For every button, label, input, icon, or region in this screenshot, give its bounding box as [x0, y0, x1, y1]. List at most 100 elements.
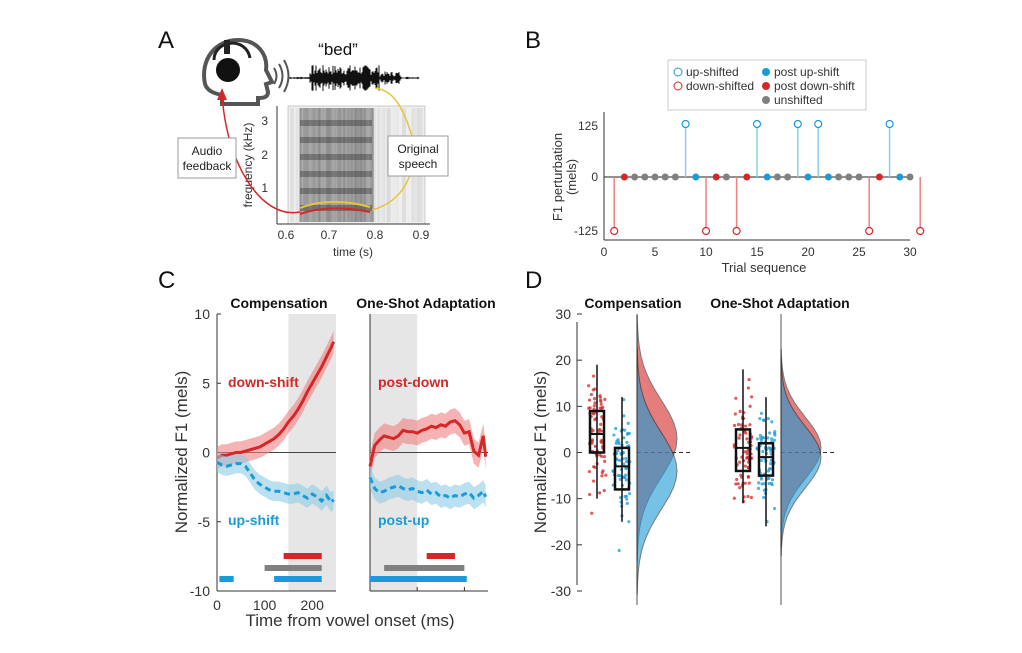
d-data-point — [592, 412, 596, 416]
legend-marker-post-up-shift — [762, 68, 770, 76]
d-data-point — [599, 429, 603, 433]
d-data-point — [599, 399, 603, 404]
spectrogram-column — [369, 108, 372, 222]
spectrogram-column — [385, 108, 387, 222]
trial-marker-postup — [824, 173, 832, 181]
d-title-compensation: Compensation — [584, 295, 681, 311]
spectrogram-column — [356, 108, 359, 222]
spectrogram-column — [305, 108, 308, 222]
spectrogram-column — [377, 108, 380, 222]
d-data-point — [602, 488, 606, 493]
d-box — [613, 446, 631, 491]
d-data-point — [591, 479, 596, 483]
trial-marker-up — [681, 119, 690, 129]
d-data-point — [587, 384, 591, 388]
d-box — [757, 442, 775, 477]
spectrogram-column — [307, 108, 310, 222]
spectrogram-column — [343, 108, 346, 222]
spectrogram-column — [333, 108, 336, 222]
d-data-point — [748, 404, 752, 408]
d-data-point — [737, 436, 741, 440]
trial-marker-un — [845, 173, 853, 181]
trial-marker-up — [793, 119, 802, 129]
d-data-point — [750, 395, 754, 399]
c-title-adaptation: One-Shot Adaptation — [356, 295, 495, 311]
trial-marker-down — [732, 226, 741, 236]
c-xtick: 200 — [301, 597, 325, 613]
d-data-point — [624, 456, 628, 461]
d-distribution — [780, 358, 822, 557]
sound-waves-icon — [273, 59, 290, 93]
d-data-point — [622, 414, 626, 418]
c-xtick: 100 — [253, 597, 277, 613]
trial-marker-un — [631, 173, 639, 181]
c-ytick: -5 — [198, 514, 211, 530]
a-xlabel: time (s) — [333, 245, 373, 259]
audio-feedback-box — [177, 137, 237, 179]
trial-marker-postup — [804, 173, 812, 181]
d-data-point — [769, 462, 773, 466]
spectrogram-column — [326, 108, 329, 222]
spectrogram-column — [373, 108, 376, 222]
c-line-up-shift — [216, 460, 335, 505]
d-data-point — [738, 460, 742, 464]
d-title-adaptation: One-Shot Adaptation — [710, 295, 849, 311]
c-label-up-shift: up-shift — [228, 512, 280, 528]
d-data-point — [616, 440, 621, 444]
b-xtick: 25 — [852, 245, 866, 259]
spectrogram-column — [290, 108, 292, 222]
c-band-post-down — [370, 408, 486, 479]
spectrogram-column — [335, 108, 338, 222]
b-xtick: 15 — [750, 245, 764, 259]
b-xtick: 0 — [601, 245, 608, 259]
trial-marker-un — [671, 173, 679, 181]
trial-marker-postdown — [712, 173, 720, 181]
spectrogram-band — [300, 137, 372, 143]
spectrogram-column — [316, 108, 319, 222]
spectrogram-band — [300, 154, 372, 160]
d-data-point — [587, 398, 592, 402]
d-data-point — [746, 474, 750, 479]
legend-down-shifted: down-shifted — [686, 79, 754, 93]
d-data-point — [624, 478, 628, 482]
d-data-point — [736, 482, 740, 486]
spectrogram-column — [379, 108, 382, 222]
d-data-point — [589, 392, 594, 397]
c-label-post-down: post-down — [378, 374, 449, 390]
d-data-point — [746, 494, 750, 499]
d-data-point — [734, 396, 738, 400]
spectrogram-column — [314, 108, 317, 222]
d-data-point — [766, 416, 771, 421]
d-data-point — [612, 433, 616, 437]
feedback-arrow — [221, 91, 301, 214]
b-xtick: 5 — [652, 245, 659, 259]
d-data-point — [747, 481, 751, 485]
d-data-point — [598, 491, 602, 495]
d-box — [588, 409, 606, 454]
d-data-point — [759, 458, 764, 463]
d-data-point — [770, 478, 775, 482]
c-sig-bar-red — [283, 553, 322, 559]
d-ytick: 10 — [555, 398, 571, 414]
d-data-point — [762, 482, 766, 486]
b-xtick: 30 — [903, 245, 917, 259]
d-data-point — [593, 465, 597, 469]
d-data-point — [743, 481, 747, 485]
d-data-point — [590, 439, 594, 443]
d-data-point — [599, 422, 603, 426]
trial-marker-un — [661, 173, 669, 181]
b-xlabel: Trial sequence — [722, 260, 807, 275]
spectrogram-column — [328, 108, 330, 222]
d-data-point — [614, 426, 618, 431]
d-data-point — [618, 477, 622, 482]
trial-marker-postdown — [743, 173, 751, 181]
original-formant-track — [299, 200, 371, 209]
d-data-point — [600, 474, 604, 478]
panel-b: up-shifted down-shifted post up-shift po… — [550, 59, 925, 275]
spectrogram-column — [339, 108, 342, 222]
d-data-point — [625, 501, 629, 505]
d-data-point — [622, 398, 626, 402]
trial-marker-postup — [896, 173, 904, 181]
